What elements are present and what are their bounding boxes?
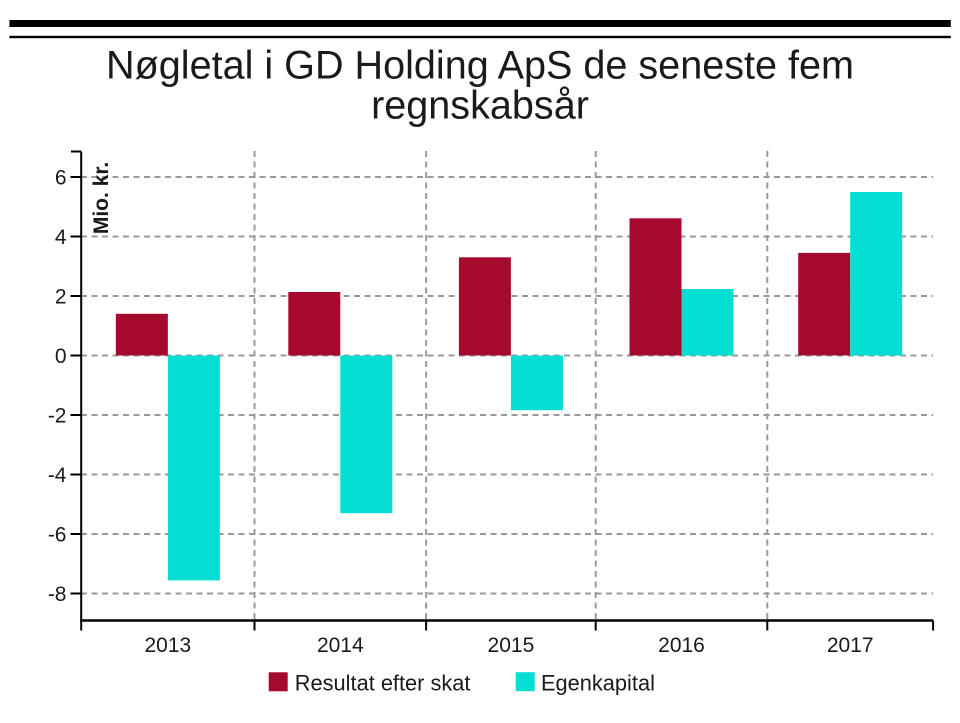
svg-text:-6: -6: [48, 524, 67, 547]
svg-text:-4: -4: [48, 464, 67, 487]
svg-text:6: 6: [55, 167, 67, 190]
svg-text:Nøgletal i GD Holding ApS de s: Nøgletal i GD Holding ApS de seneste fem: [106, 44, 854, 88]
svg-text:Mio. kr.: Mio. kr.: [90, 162, 113, 234]
svg-text:2013: 2013: [144, 634, 191, 657]
svg-text:0: 0: [55, 345, 67, 368]
svg-text:4: 4: [55, 226, 67, 249]
svg-text:2: 2: [55, 286, 67, 309]
svg-text:2017: 2017: [827, 634, 874, 657]
svg-text:Egenkapital: Egenkapital: [541, 671, 655, 696]
svg-text:-2: -2: [48, 405, 67, 428]
svg-text:-8: -8: [48, 583, 67, 606]
svg-text:regnskabsår: regnskabsår: [371, 84, 589, 128]
svg-text:Resultat efter skat: Resultat efter skat: [295, 671, 471, 696]
svg-text:2015: 2015: [488, 634, 535, 657]
svg-text:2014: 2014: [317, 634, 364, 657]
svg-text:2016: 2016: [658, 634, 705, 657]
